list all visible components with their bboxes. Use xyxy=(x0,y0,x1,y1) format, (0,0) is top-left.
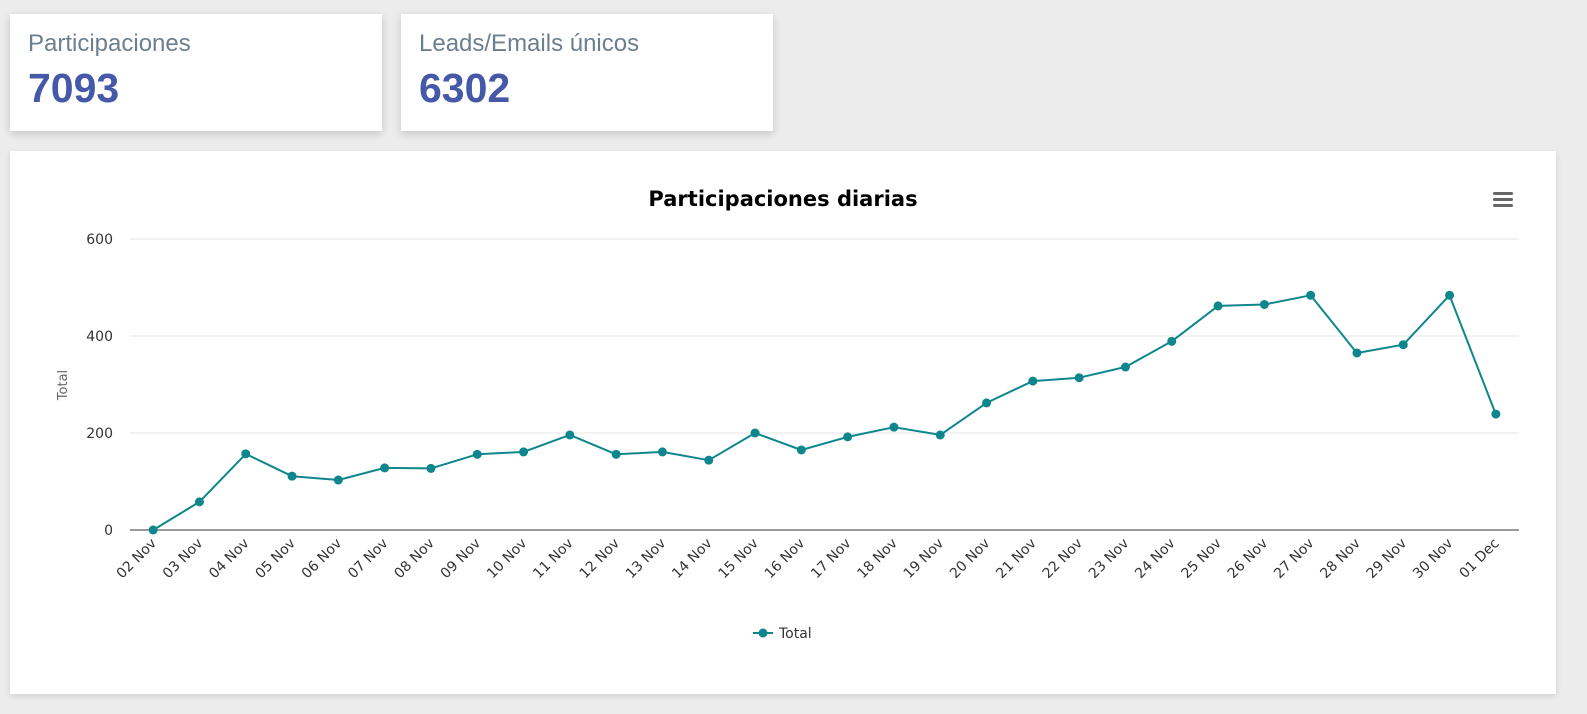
y-axis-title: Total xyxy=(56,370,71,401)
y-tick-label: 0 xyxy=(104,523,113,539)
data-point xyxy=(1259,299,1269,309)
x-tick-label: 25 Nov xyxy=(1178,536,1224,582)
x-tick-label: 02 Nov xyxy=(114,536,160,582)
x-tick-label: 13 Nov xyxy=(623,536,669,582)
x-tick-label: 19 Nov xyxy=(901,536,947,582)
data-point xyxy=(611,449,621,459)
y-tick-label: 400 xyxy=(86,329,113,345)
x-tick-label: 26 Nov xyxy=(1225,536,1271,582)
x-tick-label: 22 Nov xyxy=(1040,536,1086,582)
menu-bar xyxy=(1493,192,1513,195)
x-axis-ticks: 02 Nov 03 Nov 04 Nov 05 Nov 06 Nov 07 Nov 08 N… xyxy=(114,536,1503,582)
menu-bar xyxy=(1493,198,1513,201)
y-tick-label: 600 xyxy=(86,232,113,248)
y-axis-ticks: 0 200 400 600 xyxy=(86,232,113,539)
x-tick-label: 21 Nov xyxy=(993,536,1039,582)
data-point xyxy=(1213,301,1223,311)
data-point xyxy=(750,428,760,438)
data-point xyxy=(1491,409,1501,419)
x-tick-label: 08 Nov xyxy=(391,536,437,582)
data-point xyxy=(704,455,714,465)
leads-value: 6302 xyxy=(419,65,511,111)
x-tick-label: 12 Nov xyxy=(577,536,623,582)
data-point xyxy=(241,449,251,459)
data-point xyxy=(1028,376,1038,386)
x-tick-label: 17 Nov xyxy=(808,536,854,582)
legend[interactable]: Total xyxy=(753,626,812,642)
data-point xyxy=(426,463,436,473)
data-point xyxy=(148,525,158,535)
data-point xyxy=(1445,290,1455,300)
x-tick-label: 03 Nov xyxy=(160,536,206,582)
x-tick-label: 04 Nov xyxy=(206,536,252,582)
legend-label-total: Total xyxy=(778,626,812,642)
x-tick-label: 29 Nov xyxy=(1364,536,1410,582)
participaciones-value: 7093 xyxy=(28,65,120,111)
data-point xyxy=(565,430,575,440)
daily-participations-chart-card: Participaciones diarias 0 200 400 600 Total… xyxy=(10,151,1556,694)
x-tick-label: 05 Nov xyxy=(252,536,298,582)
data-point xyxy=(889,422,899,432)
x-tick-label: 20 Nov xyxy=(947,536,993,582)
data-point xyxy=(935,430,945,440)
x-tick-label: 15 Nov xyxy=(715,536,761,582)
x-tick-label: 06 Nov xyxy=(299,536,345,582)
x-tick-label: 16 Nov xyxy=(762,536,808,582)
data-point xyxy=(1352,348,1362,358)
data-point xyxy=(333,475,343,485)
data-point xyxy=(380,463,390,473)
participaciones-label: Participaciones xyxy=(28,30,191,57)
data-point xyxy=(1074,373,1084,383)
hamburger-menu-icon[interactable] xyxy=(1490,190,1514,212)
y-tick-label: 200 xyxy=(86,426,113,442)
chart-title: Participaciones diarias xyxy=(648,187,917,211)
data-point xyxy=(657,447,667,457)
legend-marker xyxy=(758,628,768,638)
series-line-total xyxy=(152,294,1497,531)
x-tick-label: 11 Nov xyxy=(530,536,576,582)
data-point xyxy=(194,497,204,507)
data-point xyxy=(287,471,297,481)
x-tick-label: 30 Nov xyxy=(1410,536,1456,582)
menu-bar xyxy=(1493,204,1513,207)
line-chart: Participaciones diarias 0 200 400 600 Total… xyxy=(56,187,1519,642)
x-tick-label: 18 Nov xyxy=(854,536,900,582)
data-point xyxy=(1306,290,1316,300)
leads-card: Leads/Emails únicos 6302 xyxy=(401,14,773,131)
x-tick-label: 14 Nov xyxy=(669,536,715,582)
series-layer xyxy=(148,290,1501,535)
data-point xyxy=(1120,362,1130,372)
x-tick-label: 24 Nov xyxy=(1132,536,1178,582)
data-point xyxy=(1398,340,1408,350)
x-tick-label: 07 Nov xyxy=(345,536,391,582)
data-point xyxy=(982,398,992,408)
data-point xyxy=(1167,336,1177,346)
leads-label: Leads/Emails únicos xyxy=(419,30,640,57)
x-tick-label: 01 Dec xyxy=(1456,536,1502,582)
x-tick-label: 10 Nov xyxy=(484,536,530,582)
x-tick-label: 28 Nov xyxy=(1317,536,1363,582)
data-point xyxy=(843,432,853,442)
data-point xyxy=(519,447,529,457)
x-tick-label: 23 Nov xyxy=(1086,536,1132,582)
grid-layer xyxy=(130,238,1519,531)
x-tick-label: 09 Nov xyxy=(438,536,484,582)
x-tick-label: 27 Nov xyxy=(1271,536,1317,582)
data-point xyxy=(796,445,806,455)
participaciones-card: Participaciones 7093 xyxy=(10,14,382,131)
data-point xyxy=(472,449,482,459)
